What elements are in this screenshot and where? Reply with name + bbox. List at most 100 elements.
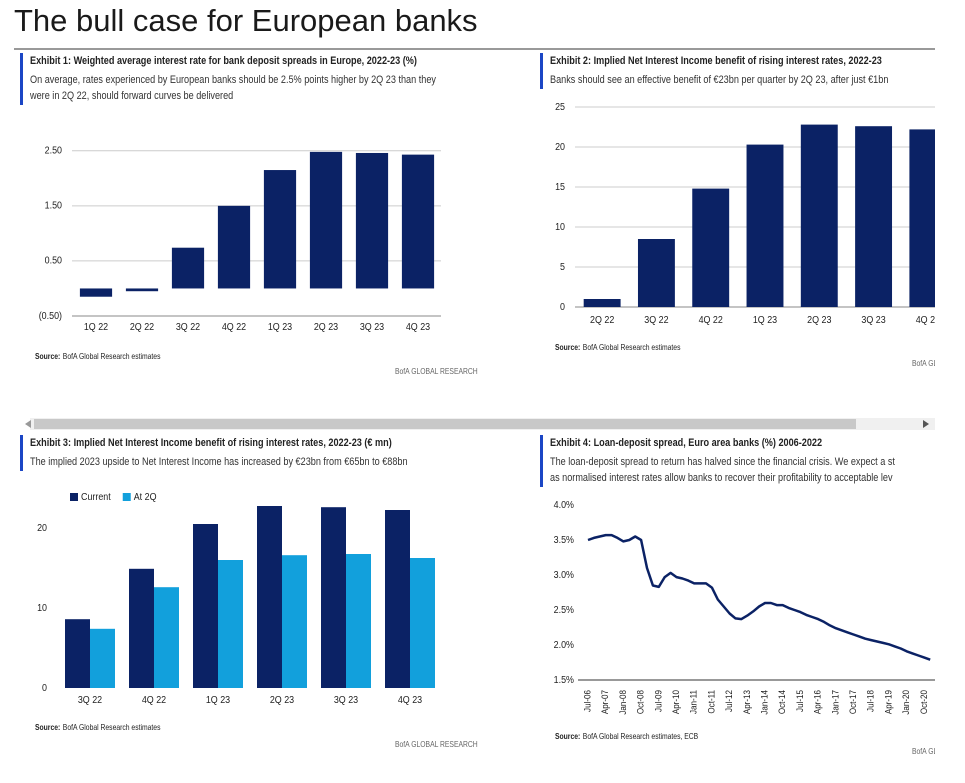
x-tick-label: 4Q 23: [916, 314, 940, 326]
x-tick-label: 3Q 23: [360, 321, 384, 333]
bar: [65, 619, 90, 688]
chart-subtitle: On average, rates experienced by Europea…: [30, 74, 437, 86]
y-tick-label: 10: [555, 221, 565, 233]
bar: [855, 126, 893, 307]
chart-panel: Exhibit 4: Loan-deposit spread, Euro are…: [540, 435, 965, 757]
bar: [309, 151, 343, 289]
bar: [410, 558, 435, 688]
bar: [637, 239, 675, 307]
y-tick-label: 1.5%: [554, 674, 575, 686]
source: Source: BofA Global Research estimates: [35, 723, 161, 733]
chart-title: Exhibit 2: Implied Net Interest Income b…: [550, 55, 882, 67]
y-tick-label: 2.50: [45, 145, 63, 157]
bar: [800, 124, 838, 307]
y-tick-label: 2.5%: [554, 604, 575, 616]
x-tick-label: 2Q 23: [314, 321, 338, 333]
x-tick-label: Jul-12: [723, 690, 734, 712]
scrollbar-thumb[interactable]: [34, 419, 856, 429]
x-tick-label: 4Q 22: [699, 314, 723, 326]
y-tick-label: 10: [37, 602, 47, 614]
source-text: BofA Global Research estimates, ECB: [583, 732, 698, 742]
x-tick-label: 1Q 23: [268, 321, 292, 333]
source-label: Source:: [555, 343, 580, 353]
source-label: Source:: [35, 723, 60, 733]
bar: [385, 510, 410, 688]
x-tick-label: 1Q 23: [206, 694, 230, 706]
x-tick-label: 1Q 23: [753, 314, 777, 326]
bar: [217, 205, 251, 289]
chart-subtitle: The loan-deposit spread to return has ha…: [550, 456, 895, 468]
y-tick-label: 0: [560, 301, 565, 313]
bar: [401, 154, 435, 289]
x-tick-label: 1Q 22: [84, 321, 108, 333]
x-tick-label: 3Q 23: [861, 314, 885, 326]
bar: [125, 288, 159, 292]
chart-subtitle: were in 2Q 22, should forward curves be …: [29, 90, 233, 102]
x-tick-label: Apr-13: [741, 690, 752, 714]
legend-swatch: [70, 493, 78, 501]
bar: [355, 152, 389, 289]
y-tick-label: 5: [560, 261, 565, 273]
legend-label: Current: [81, 491, 111, 503]
chart-subtitle: Banks should see an effective benefit of…: [550, 74, 888, 86]
x-tick-label: Oct-11: [706, 690, 717, 714]
x-tick-label: Jan-11: [688, 690, 699, 714]
bar: [171, 247, 205, 289]
source-text: BofA Global Research estimates: [583, 343, 681, 353]
x-tick-label: 3Q 23: [334, 694, 358, 706]
scroll-right[interactable]: [923, 420, 929, 428]
x-tick-label: Oct-17: [847, 690, 858, 714]
footer: BofA GLOBAL RESEARCH: [395, 367, 478, 377]
x-tick-label: Jul-15: [794, 690, 805, 712]
x-tick-label: Apr-16: [812, 690, 823, 714]
bar: [193, 524, 218, 688]
scroll-left[interactable]: [25, 420, 31, 428]
legend-swatch: [122, 493, 131, 501]
x-tick-label: 4Q 22: [222, 321, 246, 333]
y-tick-label: 1.50: [45, 200, 63, 212]
x-tick-label: 3Q 22: [176, 321, 200, 333]
x-tick-label: Jul-18: [865, 690, 876, 712]
source: Source: BofA Global Research estimates, E…: [555, 732, 698, 742]
bar: [321, 507, 346, 688]
chart-title: Exhibit 3: Implied Net Interest Income b…: [30, 437, 392, 449]
x-tick-label: Jan-17: [830, 690, 841, 715]
x-tick-label: Oct-08: [635, 690, 646, 714]
bar: [583, 299, 621, 307]
footer: BofA GLOBAL RESEARCH: [912, 747, 965, 757]
bar: [90, 628, 115, 688]
y-tick-label: 20: [555, 141, 565, 153]
x-tick-label: Jul-09: [653, 690, 664, 712]
y-tick-label: 2.0%: [554, 639, 575, 651]
x-tick-label: Apr-07: [600, 690, 611, 714]
source-text: BofA Global Research estimates: [63, 723, 161, 733]
x-tick-label: 2Q 23: [270, 694, 294, 706]
y-tick-label: 0: [42, 682, 47, 694]
source: Source: BofA Global Research estimates: [35, 352, 161, 362]
x-tick-label: Jul-06: [582, 690, 593, 712]
bar: [129, 568, 154, 688]
bar: [79, 288, 113, 297]
chart-panel: Exhibit 1: Weighted average interest rat…: [20, 53, 478, 376]
chart-subtitle: The implied 2023 upside to Net Interest …: [30, 456, 408, 468]
bar: [346, 554, 371, 688]
x-tick-label: 4Q 23: [398, 694, 422, 706]
x-tick-label: Jan-14: [759, 690, 770, 715]
chart-subtitle: as normalised interest rates allow banks…: [550, 472, 893, 484]
chart-title: Exhibit 1: Weighted average interest rat…: [30, 55, 417, 67]
x-tick-label: Apr-19: [883, 690, 894, 714]
x-tick-label: 2Q 22: [590, 314, 614, 326]
accent-bar: [540, 435, 543, 487]
y-tick-label: 0.50: [45, 255, 63, 267]
chart-title: Exhibit 4: Loan-deposit spread, Euro are…: [550, 437, 822, 449]
x-tick-label: 2Q 23: [807, 314, 831, 326]
x-tick-label: Jan-08: [617, 690, 628, 715]
y-tick-label: (0.50): [39, 310, 62, 322]
x-tick-label: Oct-20: [918, 690, 929, 714]
source: Source: BofA Global Research estimates: [555, 343, 681, 353]
page-title: The bull case for European banks: [14, 3, 478, 38]
chart-panel: Exhibit 2: Implied Net Interest Income b…: [540, 53, 940, 368]
chart-panel: Exhibit 3: Implied Net Interest Income b…: [20, 435, 478, 749]
